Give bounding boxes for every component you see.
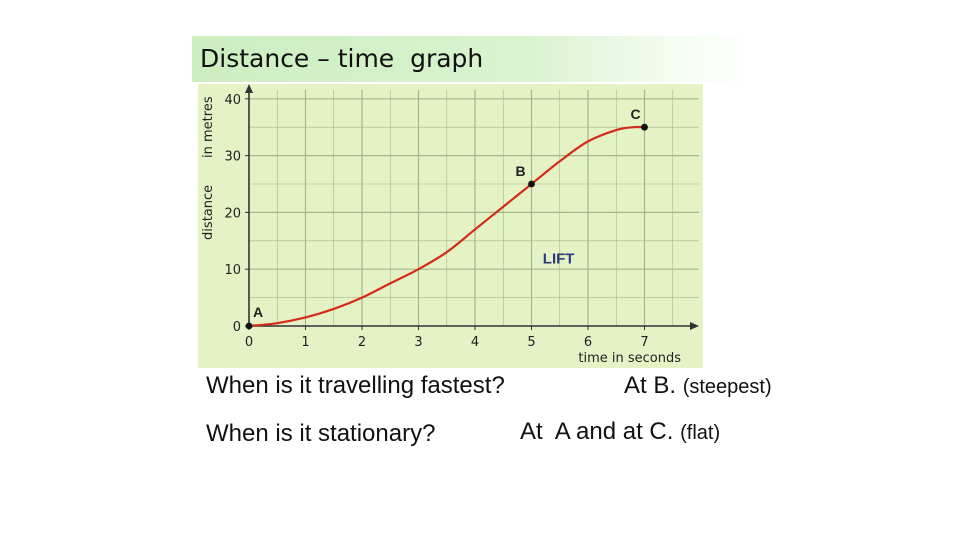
chart-background [198,84,703,368]
answer-stationary-main: At A and at C. [520,418,681,445]
y-axis-unit-label: in metres [201,96,216,158]
x-tick-label: 6 [584,335,592,350]
x-axis-arrow [690,322,699,330]
y-tick-label: 40 [224,93,241,108]
distance-time-chart: 0 1 2 3 4 5 6 7 0 10 20 30 40 A B C LIFT time in second… [198,84,703,368]
answer-stationary-note: (flat) [680,422,721,444]
x-tick-label: 7 [640,335,648,350]
point-label-a: A [253,304,263,320]
point-label-b: B [516,163,526,179]
x-tick-label: 3 [414,335,422,350]
question-fastest: When is it travelling fastest? [206,372,505,399]
series-line-lift [248,125,645,328]
y-tick-label: 0 [233,320,241,335]
answer-fastest: At B. (steepest) [624,372,772,400]
annotation-lift: LIFT [543,251,575,268]
data-points: A B C [245,106,648,330]
question-stationary: When is it stationary? [206,420,436,447]
chart-axes [245,84,699,330]
y-tick-label: 30 [224,150,241,165]
x-tick-label: 1 [301,335,309,350]
answer-fastest-main: At B. [624,372,683,399]
point-a [245,322,253,330]
axis-labels: LIFT time in seconds distance in metres [201,96,681,366]
y-axis-arrow [245,84,253,93]
y-axis-label: distance [201,185,216,240]
title-banner [192,36,752,82]
x-axis-label: time in seconds [578,351,681,366]
point-label-c: C [631,106,641,122]
series-lines [248,125,645,328]
chart-grid [249,90,699,326]
answer-fastest-note: (steepest) [682,376,772,398]
answer-stationary: At A and at C. (flat) [520,418,720,446]
tick-labels: 0 1 2 3 4 5 6 7 0 10 20 30 40 [224,93,648,350]
x-tick-label: 0 [245,335,253,350]
x-tick-label: 2 [358,335,366,350]
slide-title: Distance – time graph [200,44,484,73]
y-tick-label: 20 [224,206,241,221]
x-tick-label: 5 [527,335,535,350]
x-tick-label: 4 [471,335,479,350]
point-b [528,180,535,188]
y-tick-label: 10 [224,263,241,278]
point-c [641,123,648,131]
